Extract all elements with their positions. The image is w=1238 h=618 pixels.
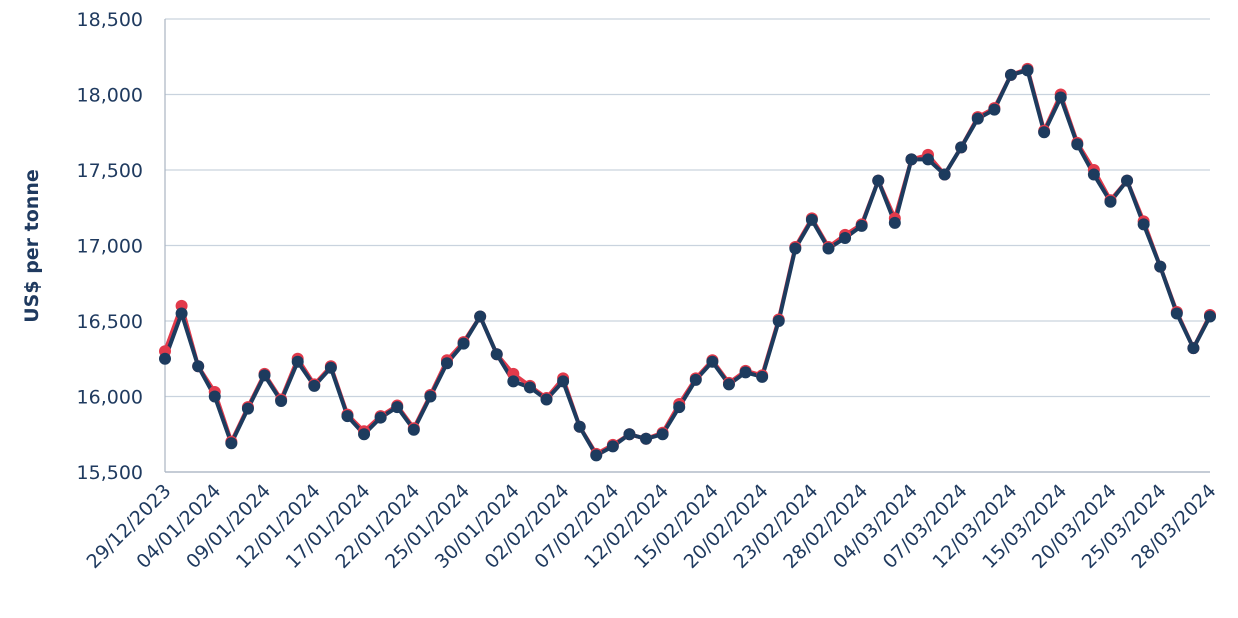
data-point	[606, 440, 619, 453]
series-line-2	[163, 68, 1212, 458]
data-point	[1038, 126, 1051, 139]
y-tick-label: 16,500	[77, 311, 143, 333]
data-point	[374, 411, 387, 424]
data-point	[1087, 168, 1100, 181]
data-point	[822, 242, 835, 255]
data-point	[324, 361, 337, 374]
data-point	[275, 395, 288, 408]
data-point	[507, 375, 520, 388]
data-point	[1121, 174, 1134, 187]
data-point	[440, 357, 453, 370]
y-tick-label: 16,000	[77, 387, 143, 409]
data-point	[590, 449, 603, 462]
data-point	[673, 401, 686, 414]
data-point	[689, 373, 702, 386]
x-axis-tick-labels: 29/12/202304/01/202409/01/202412/01/2024…	[83, 480, 1221, 573]
series-lines	[163, 66, 1212, 458]
data-point	[971, 112, 984, 125]
data-point	[424, 390, 437, 403]
data-point	[391, 401, 404, 414]
data-point	[1104, 195, 1117, 208]
data-point	[789, 242, 802, 255]
y-tick-label: 18,500	[77, 9, 143, 31]
data-point	[988, 103, 1001, 116]
data-point	[706, 355, 719, 368]
data-point	[772, 315, 785, 327]
data-point	[557, 375, 570, 388]
data-point	[573, 420, 586, 433]
y-tick-label: 15,500	[77, 462, 143, 484]
y-axis-tick-labels: 15,500 16,000 16,500 17,000 17,500 18,000 18,5…	[77, 9, 143, 484]
data-point	[1054, 91, 1067, 104]
data-point	[540, 393, 553, 406]
data-point	[1154, 260, 1167, 273]
data-point	[640, 432, 653, 445]
data-point	[739, 366, 752, 379]
data-point	[623, 428, 636, 441]
data-point	[1071, 138, 1084, 151]
data-point	[159, 352, 171, 365]
data-point	[722, 378, 735, 391]
data-point	[1170, 307, 1183, 320]
data-point	[756, 370, 769, 383]
data-point	[358, 428, 371, 441]
data-point	[805, 213, 818, 226]
data-point	[1021, 64, 1034, 77]
data-point	[1204, 310, 1216, 323]
data-point	[341, 410, 354, 423]
data-point	[407, 423, 420, 436]
data-point	[938, 168, 951, 181]
y-tick-label: 17,500	[77, 160, 143, 182]
data-point	[291, 355, 304, 368]
data-point	[258, 369, 271, 382]
data-point	[922, 153, 935, 166]
data-point	[192, 360, 205, 373]
data-point	[855, 219, 868, 232]
data-point	[225, 437, 238, 450]
data-point	[872, 174, 885, 187]
data-point	[490, 348, 503, 361]
data-point	[208, 390, 221, 403]
data-point	[1137, 218, 1150, 231]
axes	[164, 19, 1210, 473]
y-tick-label: 18,000	[77, 85, 143, 107]
data-point	[1004, 68, 1017, 81]
data-point	[175, 307, 188, 320]
data-point	[308, 379, 321, 392]
gridlines	[165, 18, 1210, 473]
data-point	[839, 231, 852, 244]
data-point	[656, 428, 669, 441]
y-tick-label: 17,000	[77, 236, 143, 258]
data-point	[905, 153, 918, 166]
y-axis-title: US$ per tonne	[21, 169, 43, 323]
data-point	[474, 310, 487, 323]
data-point	[457, 337, 470, 350]
series-points	[159, 62, 1216, 462]
data-point	[523, 381, 536, 394]
data-point	[241, 402, 254, 415]
data-point	[888, 216, 901, 229]
data-point	[1187, 342, 1200, 355]
data-point	[955, 141, 968, 154]
